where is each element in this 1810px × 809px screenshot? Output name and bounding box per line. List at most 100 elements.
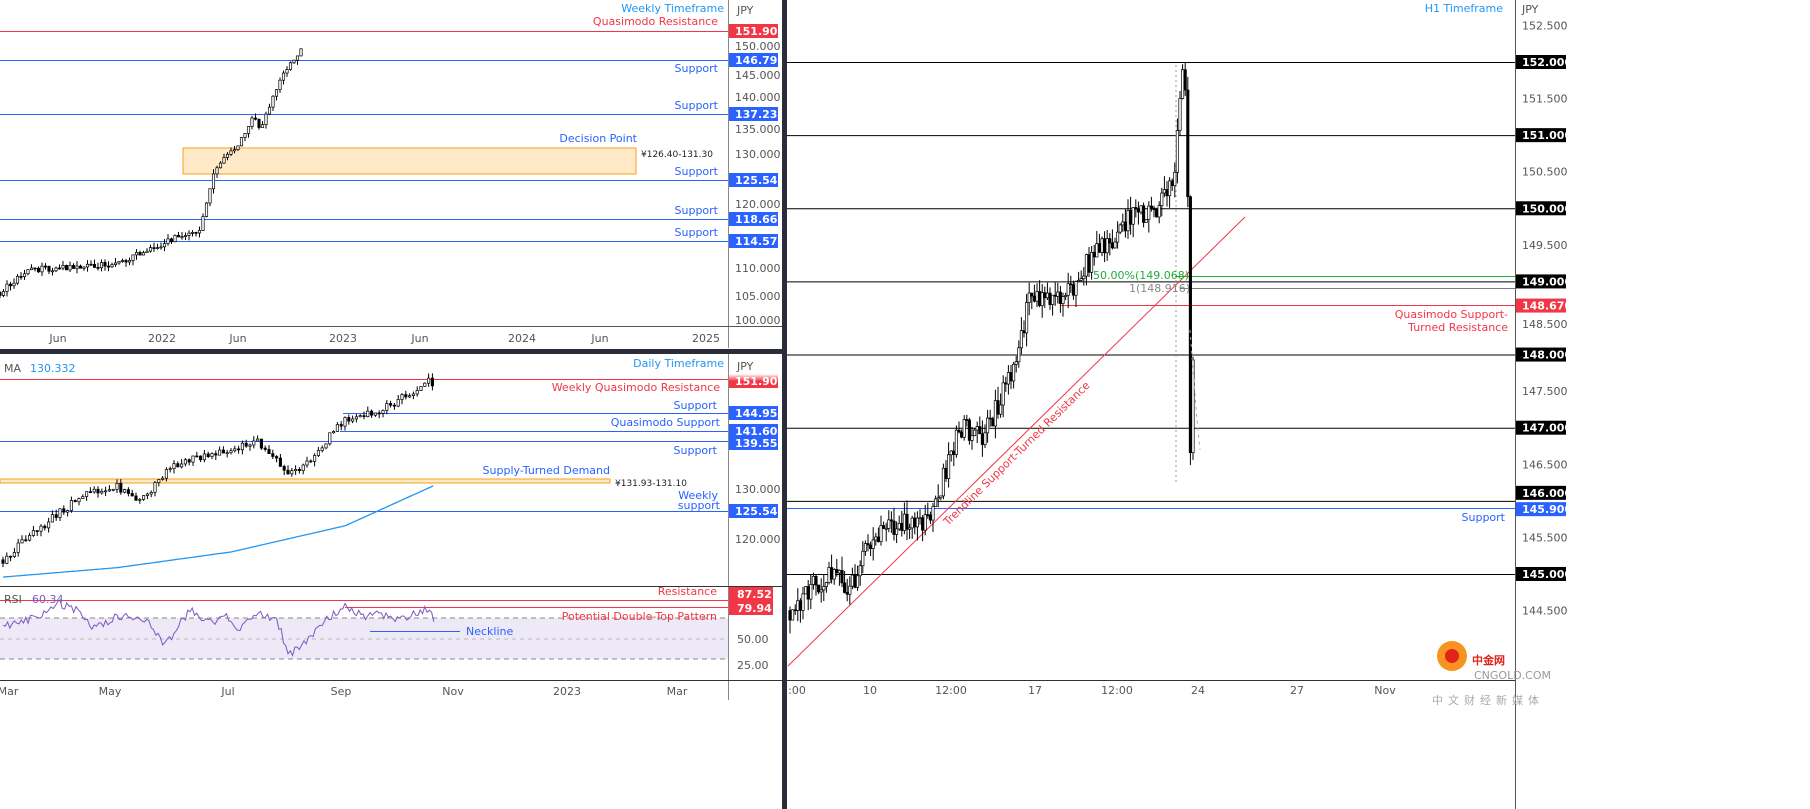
candle [275,455,279,463]
candle [106,261,111,272]
daily-date-axis[interactable]: Mar May Jul Sep Nov 2023 Mar [0,685,688,698]
candle [271,95,275,112]
candle [240,440,244,455]
candle [832,568,836,585]
candle [884,522,888,542]
candle [1113,237,1117,249]
h1-date-axis[interactable]: :00 10 12:00 17 12:00 24 27 Nov [788,684,1396,697]
candle [895,521,899,544]
candle [229,147,233,157]
candle [218,446,222,456]
support-label: Support [675,226,719,239]
candle [863,540,867,556]
currency-label: JPY [736,360,754,373]
candle [806,580,810,611]
h1-panel[interactable]: Trendline Support-Turned Resistance 50.0… [787,0,1572,809]
candle [392,402,396,410]
level-badge-text: 146.790 [735,54,785,67]
candle [381,409,385,418]
candle [335,422,339,433]
candle [236,145,240,151]
candle [71,263,76,269]
candle [263,445,267,452]
level-badge-text: 150.000 [1522,202,1572,215]
level-badge-text: 148.670 [1522,300,1572,313]
level-badge [1516,298,1566,313]
candle [208,188,212,207]
candle [796,588,800,622]
weekly-level-badges: 151.900 146.790 137.230 125.540 118.660 … [729,24,785,248]
rsi-line [2,599,435,657]
candle [1108,233,1112,256]
candle [33,267,37,272]
candle [908,523,912,539]
cngold-watermark: 中金网 CNGOLD.COM 中文财经新媒体 [1432,641,1551,707]
candle [148,244,153,253]
weekly-quasimodo-label: Weekly Quasimodo Resistance [552,381,721,394]
level-badge-text: 139.550 [735,437,785,450]
candle [1123,209,1127,238]
tick-label: 145.500 [1522,531,1568,544]
date-tick: May [99,685,122,698]
candle [187,230,191,241]
candle [952,441,956,467]
daily-panel[interactable]: MA 130.332 Daily Timeframe Weekly Quasim… [0,354,785,700]
tick-label: 100.000 [735,314,781,327]
weekly-price-ticks: 150.000 145.000 140.000 135.000 130.000 … [735,40,781,327]
candle [194,231,198,237]
candle [1043,286,1047,308]
candle [941,463,945,500]
candle [138,498,142,504]
candle [1160,187,1164,217]
candle [1126,199,1130,239]
candle [1074,280,1078,308]
candle [202,449,206,463]
candle [366,406,370,418]
candle [923,504,927,536]
weekly-timeframe-title: Weekly Timeframe [621,2,724,15]
weekly-date-axis[interactable]: Jun 2022 Jun 2023 Jun 2024 Jun 2025 [48,332,720,345]
level-badge-text: 144.950 [735,407,785,420]
candle [119,479,123,495]
trendline[interactable] [787,216,1246,667]
candle [1147,201,1151,233]
level-badge-text: 87.52 [737,588,772,601]
neckline-label: Neckline [466,625,513,638]
candle [1019,317,1023,355]
candle [96,262,100,271]
candle [1116,221,1120,249]
candle [103,259,107,271]
candle [301,463,305,475]
candle [35,530,39,537]
projection-path [1189,329,1201,451]
candle [983,424,987,449]
candle [1152,205,1156,218]
candle [1001,375,1005,418]
candle [68,261,72,273]
candle [830,554,834,584]
vertical-pane-divider[interactable] [782,0,787,809]
pane-divider[interactable] [0,349,784,354]
candle [793,604,797,616]
candle [57,264,62,270]
candle [169,237,174,245]
currency-label: JPY [736,4,754,17]
rsi-pane[interactable]: RSI 60.34 Resistance Potential Double-To… [0,585,782,672]
level-badge [729,53,778,67]
candle [902,502,906,535]
candle [180,231,184,240]
trendline-label: Trendline Support-Turned Resistance [940,379,1092,529]
candle [292,59,296,64]
tick-label: 151.500 [1522,93,1568,106]
candle [1040,284,1044,318]
weekly-panel[interactable]: Weekly Timeframe Quasimodo Resistance Su… [0,0,785,348]
candle [1053,282,1057,306]
candle [949,450,953,462]
date-tick: 2025 [692,332,720,345]
candle [54,266,58,273]
decision-point-label: Decision Point [559,132,637,145]
candle [31,525,35,537]
candle [427,373,431,387]
candle [256,435,260,442]
